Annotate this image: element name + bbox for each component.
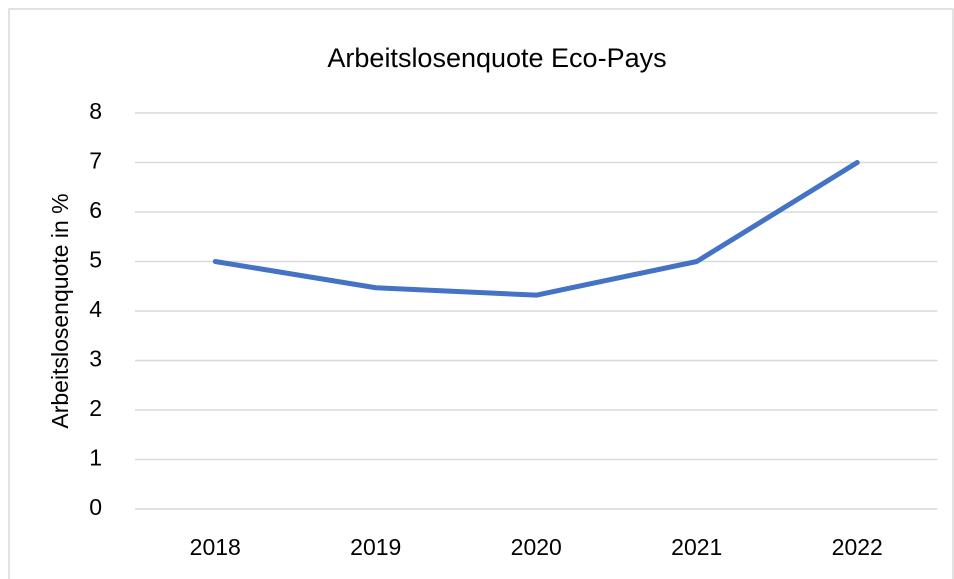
y-tick-label: 5 [89,247,102,273]
x-tick-label: 2021 [671,534,722,560]
y-tick-label: 6 [89,197,102,223]
y-tick-label: 0 [89,494,102,520]
x-tick-label: 2020 [511,534,562,560]
y-axis-label: Arbeitslosenquote in % [47,193,73,428]
y-tick-label: 8 [89,98,102,124]
x-tick-label: 2018 [190,534,241,560]
y-tick-label: 3 [89,346,102,372]
y-tick-label: 7 [89,148,102,174]
x-tick-label: 2019 [350,534,401,560]
x-tick-label: 2022 [832,534,883,560]
y-tick-label: 4 [89,296,102,322]
y-tick-label: 2 [89,395,102,421]
y-tick-label: 1 [89,445,102,471]
data-line [212,160,860,298]
chart-title: Arbeitslosenquote Eco-Pays [327,43,666,73]
